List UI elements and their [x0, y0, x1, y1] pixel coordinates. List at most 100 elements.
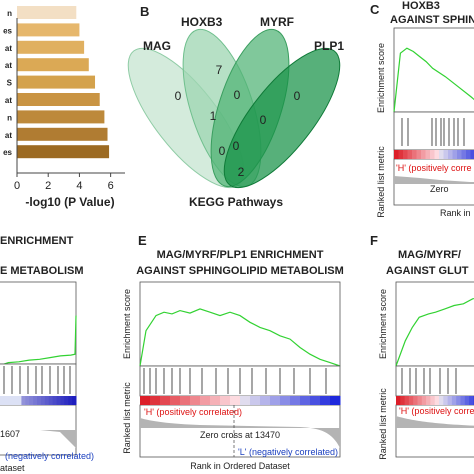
rank-bar-segment — [394, 150, 399, 159]
panel-letter-b: B — [140, 4, 149, 19]
category-label: at — [5, 96, 12, 105]
rank-bar-segment — [290, 396, 301, 405]
rank-bar-segment — [448, 150, 453, 159]
rank-bar-segment — [48, 396, 54, 405]
rank-bar-segment — [140, 396, 151, 405]
rank-bar-segment — [180, 396, 191, 405]
category-label: S — [7, 79, 13, 88]
rank-bar-segment — [44, 396, 50, 405]
rank-bar-segment — [421, 150, 426, 159]
y-axis-label-enrichment: Enrichment score — [122, 289, 132, 359]
gene-hit-markers — [143, 368, 327, 394]
positive-correlation-label: 'H' (positively correlated) — [144, 407, 242, 417]
x-tick-label: 0 — [14, 180, 20, 192]
rank-bar-segment — [200, 396, 211, 405]
rank-bar-segment — [150, 396, 161, 405]
bar — [17, 93, 100, 106]
category-label: at — [5, 131, 12, 140]
category-labels: n es at at Sat n at es — [3, 9, 13, 157]
positive-correlation-label: 'H' (positively correl — [399, 406, 474, 416]
panel-letter-c: C — [370, 2, 380, 17]
enrichment-score-line — [393, 47, 474, 113]
rank-bar-segment — [403, 150, 408, 159]
rank-bar-segment — [56, 396, 61, 405]
category-label: n — [7, 113, 12, 122]
enrichment-score-line — [139, 308, 341, 367]
y-axis-label-enrichment: Enrichment score — [376, 43, 386, 113]
x-axis-label: Rank in Ordered Dataset — [190, 461, 290, 471]
rank-bar-segment — [400, 396, 406, 405]
bar — [17, 6, 77, 19]
rank-bar-segment — [5, 396, 11, 405]
rank-bar-segment — [64, 396, 69, 405]
panel-letter-f: F — [370, 233, 378, 248]
bar — [17, 23, 80, 37]
zero-cross-label: Zero cross at 13470 — [200, 430, 280, 440]
rank-bar-segment — [330, 396, 341, 405]
x-axis-label: -log10 (P Value) — [25, 195, 114, 209]
rank-bar-segment — [240, 396, 251, 405]
rank-bar-segment — [469, 396, 474, 405]
enrichment-score-plot-frame — [139, 281, 341, 367]
panel-title-line: AGAINST SPHIN — [390, 14, 474, 26]
panel-b-venn-diagram: B MAG HOXB3 MYRF PLP1 0 7 1 0 0 0 0 2 0 … — [127, 4, 344, 209]
x-tick-labels: 0 2 4 6 — [14, 173, 114, 192]
panel-letter-e: E — [138, 233, 147, 248]
y-axis-label-enrichment: Enrichment score — [378, 289, 388, 359]
x-tick-label: 4 — [76, 180, 82, 192]
venn-set-label-myrf: MYRF — [260, 15, 294, 29]
ranked-metric-frame — [395, 404, 474, 458]
rank-bar-segment — [0, 396, 3, 405]
venn-count: 0 — [294, 89, 301, 103]
bar — [17, 110, 105, 124]
venn-count: 0 — [233, 139, 240, 153]
enrichment-score-line — [0, 315, 77, 366]
rank-bar-segment — [412, 150, 417, 159]
enrichment-score-plot-frame — [393, 27, 474, 113]
rank-bar-segment — [430, 396, 436, 405]
rank-bar-segment — [37, 396, 42, 405]
panel-title-line: HOXB3 — [402, 0, 440, 12]
venn-count: 0 — [219, 144, 226, 158]
rank-bar-segment — [443, 396, 449, 405]
rank-bar-segment — [52, 396, 57, 405]
venn-count: 7 — [216, 63, 223, 77]
y-axis-label-ranked: Ranked list metric — [378, 388, 388, 460]
rank-bar-segment — [1, 396, 7, 405]
x-tick-label: 6 — [108, 180, 114, 192]
rank-bar-segment — [398, 150, 404, 159]
rank-bar-segment — [396, 396, 401, 405]
panel-title-line: MAG/MYRF/ — [398, 249, 461, 261]
bar — [17, 58, 89, 72]
rank-bar-segment — [416, 150, 422, 159]
venn-count: 1 — [210, 109, 217, 123]
rank-bar-segment — [21, 396, 26, 405]
bar — [17, 127, 108, 141]
rank-bar-segment — [464, 396, 470, 405]
rank-bar-segment — [280, 396, 291, 405]
category-label: es — [3, 26, 12, 35]
panel-title-line: AGAINST SPHINGOLIPID METABOLISM — [136, 265, 344, 277]
category-label: at — [5, 61, 12, 70]
rank-bar-segment — [461, 150, 467, 159]
rank-bar-segment — [230, 396, 241, 405]
rank-bar-segment — [13, 396, 18, 405]
rank-bar-segment — [9, 396, 15, 405]
rank-bar-segment — [457, 150, 462, 159]
panel-title-line: MAG/MYRF/PLP1 ENRICHMENT — [157, 249, 324, 261]
panel-title-line: AGAINST GLUT — [386, 265, 469, 277]
venn-count: 0 — [260, 113, 267, 127]
venn-set-label-mag: MAG — [143, 39, 171, 53]
panel-e-gsea-plot: E MAG/MYRF/PLP1 ENRICHMENT AGAINST SPHIN… — [122, 233, 344, 471]
rank-bar-segment — [430, 150, 435, 159]
category-label: at — [5, 44, 12, 53]
rank-bar-segment — [29, 396, 34, 405]
rank-bar-segment — [421, 396, 427, 405]
venn-count: 2 — [238, 165, 245, 179]
rank-bar-segment — [270, 396, 281, 405]
rank-bar-segment — [413, 396, 418, 405]
venn-set-label-hoxb3: HOXB3 — [181, 15, 223, 29]
rank-bar-segment — [434, 150, 440, 159]
zero-cross-fragment: 1607 — [0, 429, 20, 439]
rank-bar-segment — [60, 396, 65, 405]
